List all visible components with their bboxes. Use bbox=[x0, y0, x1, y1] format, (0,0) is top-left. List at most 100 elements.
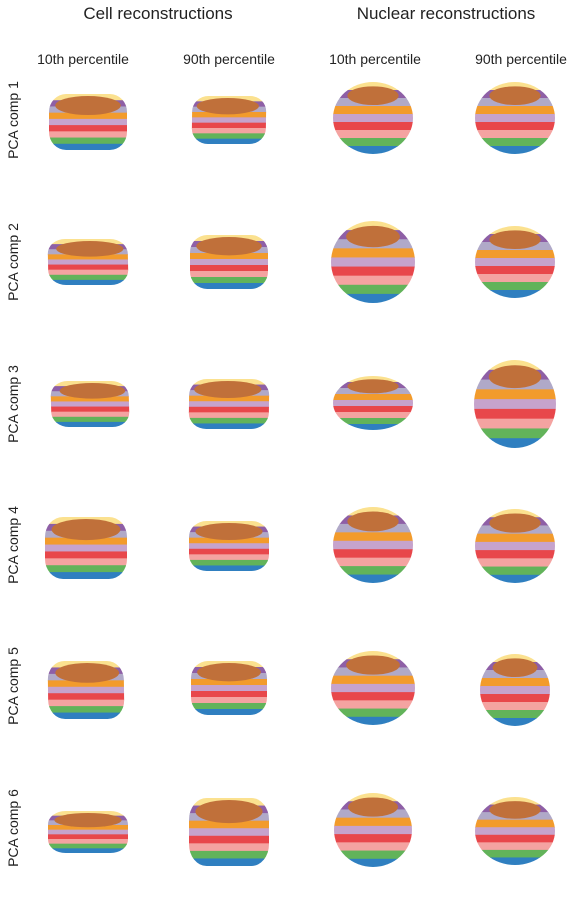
band bbox=[48, 848, 128, 853]
band bbox=[475, 842, 555, 851]
band bbox=[189, 820, 269, 829]
top-cap bbox=[346, 655, 400, 675]
band bbox=[474, 438, 556, 448]
band bbox=[45, 558, 127, 566]
band bbox=[191, 703, 267, 710]
band bbox=[474, 360, 556, 371]
top-cap bbox=[59, 383, 126, 399]
nucleus-shape bbox=[331, 651, 415, 725]
band bbox=[189, 828, 269, 837]
band bbox=[480, 654, 550, 663]
title-nuclear-reconstructions: Nuclear reconstructions bbox=[356, 4, 536, 23]
band bbox=[45, 572, 127, 579]
band bbox=[475, 258, 555, 267]
nucleus-shape bbox=[474, 360, 556, 448]
band bbox=[48, 839, 128, 845]
band bbox=[47, 264, 129, 271]
band bbox=[48, 829, 128, 835]
band bbox=[49, 112, 127, 120]
band bbox=[191, 128, 267, 134]
cell-shape bbox=[190, 235, 268, 289]
band bbox=[47, 254, 129, 261]
band bbox=[190, 265, 268, 272]
band bbox=[480, 694, 550, 703]
band bbox=[333, 574, 413, 583]
top-cap bbox=[492, 658, 538, 678]
column-title-cell-10th: 10th percentile bbox=[37, 51, 129, 67]
nucleus-shape bbox=[475, 797, 555, 865]
top-cap bbox=[56, 241, 124, 257]
band bbox=[49, 131, 127, 139]
cell-shape bbox=[189, 521, 269, 571]
band bbox=[188, 395, 270, 402]
band bbox=[45, 537, 127, 546]
band bbox=[50, 421, 130, 427]
band bbox=[480, 686, 550, 695]
top-cap bbox=[489, 801, 541, 819]
band bbox=[474, 408, 556, 420]
band bbox=[45, 544, 127, 553]
band bbox=[475, 130, 555, 139]
top-cap bbox=[489, 513, 541, 533]
nucleus-shape bbox=[475, 509, 555, 583]
band bbox=[188, 412, 270, 419]
nucleus-shape bbox=[333, 507, 413, 583]
band bbox=[188, 417, 270, 425]
nucleus-shape bbox=[331, 221, 415, 303]
band bbox=[48, 825, 128, 831]
nucleus-shape bbox=[333, 82, 413, 154]
band bbox=[47, 680, 125, 688]
band bbox=[475, 250, 555, 259]
top-cap bbox=[196, 237, 262, 256]
band bbox=[191, 697, 267, 704]
top-cap bbox=[489, 230, 541, 250]
band bbox=[331, 293, 415, 303]
band bbox=[47, 259, 129, 266]
band bbox=[189, 843, 269, 852]
band bbox=[333, 400, 413, 407]
band bbox=[191, 685, 267, 692]
cell-shape bbox=[47, 661, 125, 719]
top-cap bbox=[51, 519, 121, 541]
band bbox=[188, 423, 270, 429]
top-cap bbox=[489, 86, 541, 106]
band bbox=[480, 678, 550, 687]
band bbox=[331, 651, 415, 660]
band bbox=[475, 138, 555, 147]
band bbox=[189, 858, 269, 866]
band bbox=[189, 559, 269, 567]
band bbox=[333, 130, 413, 139]
band bbox=[475, 274, 555, 283]
band bbox=[333, 406, 413, 413]
band bbox=[331, 675, 415, 685]
band bbox=[188, 401, 270, 408]
band bbox=[50, 406, 130, 413]
band bbox=[474, 399, 556, 410]
band bbox=[475, 834, 555, 843]
band bbox=[48, 843, 128, 849]
band bbox=[334, 850, 412, 860]
band bbox=[475, 122, 555, 131]
band bbox=[49, 137, 127, 145]
band bbox=[480, 702, 550, 711]
top-cap bbox=[347, 511, 399, 532]
band bbox=[189, 537, 269, 544]
band bbox=[475, 541, 555, 551]
band bbox=[190, 253, 268, 260]
band bbox=[334, 858, 412, 867]
cell-shape bbox=[191, 96, 267, 144]
band bbox=[49, 143, 127, 150]
band bbox=[331, 700, 415, 710]
band bbox=[189, 548, 269, 555]
nucleus-shape bbox=[480, 654, 550, 726]
band bbox=[334, 834, 412, 843]
top-cap bbox=[348, 797, 398, 817]
band bbox=[47, 699, 125, 707]
band bbox=[47, 274, 129, 281]
band bbox=[47, 279, 129, 285]
band bbox=[474, 428, 556, 439]
band bbox=[49, 118, 127, 126]
column-title-nuclear-90th: 90th percentile bbox=[475, 51, 567, 67]
band bbox=[333, 106, 413, 115]
band bbox=[475, 282, 555, 291]
